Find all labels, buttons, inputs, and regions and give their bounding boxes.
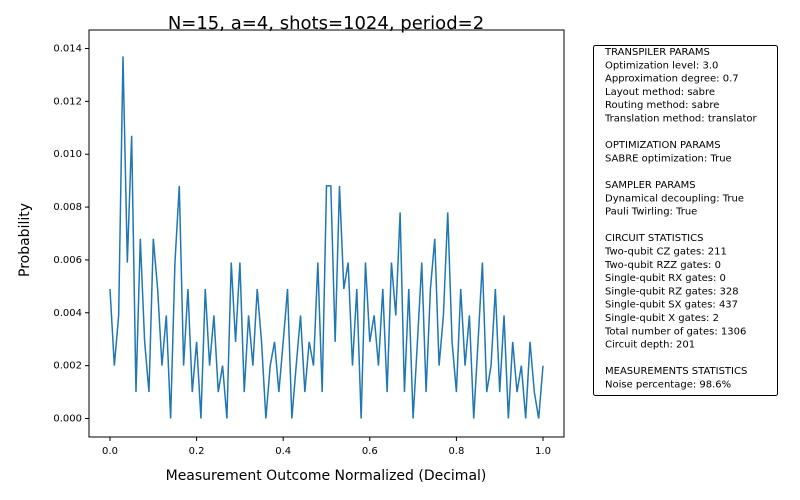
- info-line: Layout method: sabre: [605, 87, 715, 98]
- plot-frame: [88, 29, 565, 438]
- info-heading: OPTIMIZATION PARAMS: [605, 140, 721, 151]
- y-tick-label: 0.012: [53, 96, 82, 107]
- y-tick-label: 0.000: [53, 414, 82, 425]
- x-tick-label: 0.2: [189, 446, 205, 457]
- y-tick-label: 0.002: [53, 361, 82, 372]
- info-heading: MEASUREMENTS STATISTICS: [605, 366, 747, 377]
- info-line: Pauli Twirling: True: [605, 207, 697, 218]
- data-line: [109, 56, 544, 419]
- info-line: Dynamical decoupling: True: [605, 193, 744, 204]
- info-line: SABRE optimization: True: [605, 153, 732, 164]
- info-line: Optimization level: 3.0: [605, 60, 718, 71]
- info-line: Two-qubit CZ gates: 211: [604, 247, 727, 258]
- x-tick-label: 1.0: [535, 446, 551, 457]
- x-axis-label: Measurement Outcome Normalized (Decimal): [166, 468, 487, 484]
- y-tick-label: 0.004: [53, 308, 82, 319]
- info-line: Single-qubit SX gates: 437: [605, 300, 738, 311]
- info-line: Total number of gates: 1306: [604, 326, 746, 337]
- chart-title: N=15, a=4, shots=1024, period=2: [168, 13, 484, 34]
- x-tick-label: 0.8: [448, 446, 464, 457]
- info-line: Circuit depth: 201: [605, 340, 695, 351]
- x-tick-label: 0.4: [275, 446, 291, 457]
- info-line: Single-qubit RZ gates: 328: [605, 286, 739, 297]
- y-tick-label: 0.010: [53, 149, 82, 160]
- y-tick-label: 0.008: [53, 202, 82, 213]
- y-tick-label: 0.014: [53, 44, 82, 55]
- y-tick-label: 0.006: [53, 255, 82, 266]
- info-line: Approximation degree: 0.7: [605, 74, 739, 85]
- info-line: Noise percentage: 98.6%: [605, 380, 731, 391]
- info-line: Single-qubit RX gates: 0: [605, 273, 726, 284]
- x-tick-label: 0.6: [362, 446, 378, 457]
- info-box: [593, 45, 778, 396]
- info-heading: CIRCUIT STATISTICS: [605, 233, 703, 244]
- info-line: Two-qubit RZZ gates: 0: [604, 260, 721, 271]
- info-line: Translation method: translator: [604, 114, 757, 125]
- info-line: Routing method: sabre: [605, 100, 719, 111]
- info-heading: SAMPLER PARAMS: [605, 180, 696, 191]
- x-tick-label: 0.0: [102, 446, 118, 457]
- y-axis-label: Probability: [17, 203, 33, 277]
- info-line: Single-qubit X gates: 2: [605, 313, 719, 324]
- info-heading: TRANSPILER PARAMS: [604, 47, 710, 58]
